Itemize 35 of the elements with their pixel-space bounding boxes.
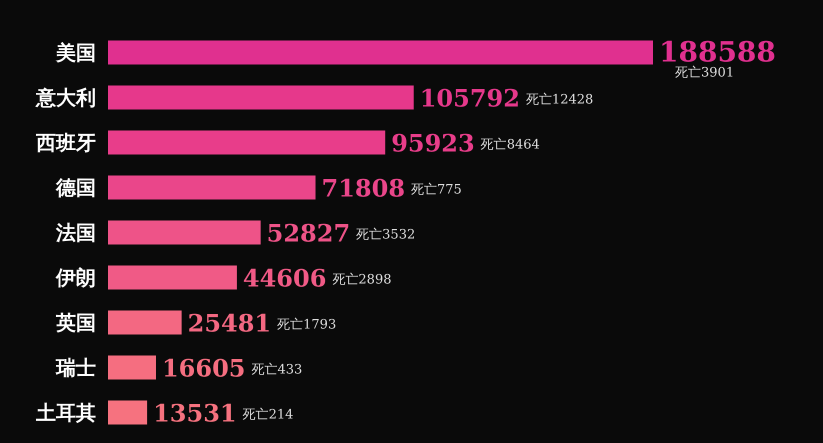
data-label: 44606: [242, 264, 326, 292]
y-tick-label: 美国: [55, 40, 96, 64]
y-tick-label: 土耳其: [35, 400, 96, 424]
annotation: 死亡3532: [356, 226, 416, 242]
data-label: 71808: [322, 174, 406, 202]
y-tick-label: 英国: [55, 310, 96, 334]
data-label: 25481: [188, 308, 272, 338]
bar: [108, 400, 148, 424]
text: 死亡3901: [675, 64, 734, 80]
bar: [108, 176, 316, 200]
data-label: 13531: [153, 398, 237, 428]
bar: [108, 86, 414, 110]
data-label: 52827: [266, 218, 350, 248]
y-tick-label: 法国: [55, 220, 96, 244]
y-tick-label: 瑞士: [55, 356, 96, 380]
y-tick-label: 伊朗: [55, 266, 96, 290]
data-label: 16605: [162, 354, 246, 382]
bar: [108, 40, 653, 64]
annotation: 死亡775: [411, 182, 462, 198]
y-tick-label: 意大利: [35, 86, 96, 110]
bar: [108, 266, 237, 290]
bar: [108, 220, 261, 244]
data-label: 105792: [420, 84, 520, 112]
y-tick-label: 西班牙: [35, 130, 96, 154]
annotation: 死亡433: [251, 362, 302, 378]
annotation: 死亡2898: [332, 272, 392, 288]
bar: [108, 356, 156, 380]
bar: [108, 130, 386, 154]
annotation: 死亡214: [242, 406, 294, 422]
annotation: 死亡1793: [277, 316, 336, 332]
bar: [108, 310, 182, 334]
data-label: 95923: [391, 128, 475, 158]
annotation: 死亡12428: [526, 92, 594, 108]
annotation: 死亡8464: [480, 136, 540, 152]
y-tick-label: 德国: [55, 176, 96, 200]
